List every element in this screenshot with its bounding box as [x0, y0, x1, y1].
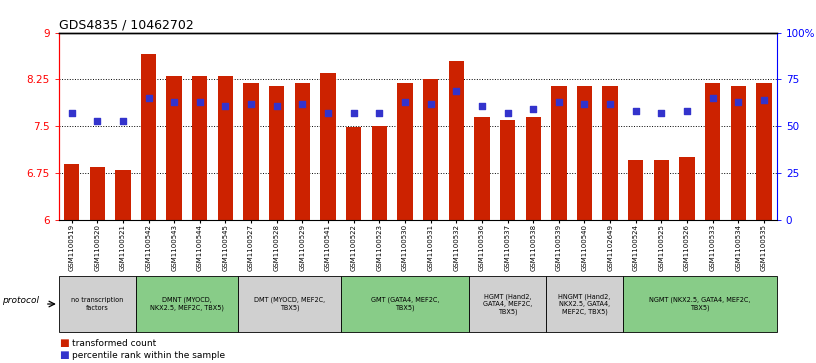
Point [373, 110, 386, 116]
Point [604, 101, 617, 107]
Bar [474, 117, 490, 220]
Bar [218, 76, 233, 220]
Point [245, 101, 258, 107]
Point [629, 108, 642, 114]
Point [681, 108, 694, 114]
Point [296, 101, 309, 107]
Point [398, 99, 411, 105]
Point [347, 110, 360, 116]
Text: HGMT (Hand2,
GATA4, MEF2C,
TBX5): HGMT (Hand2, GATA4, MEF2C, TBX5) [483, 293, 532, 315]
Text: GMT (GATA4, MEF2C,
TBX5): GMT (GATA4, MEF2C, TBX5) [370, 297, 439, 311]
Point [450, 88, 463, 94]
Bar [526, 117, 541, 220]
Bar [705, 82, 721, 220]
Point [65, 110, 78, 116]
Bar [166, 76, 182, 220]
Bar [654, 160, 669, 220]
Bar [680, 157, 694, 220]
Bar [628, 160, 644, 220]
Text: GDS4835 / 10462702: GDS4835 / 10462702 [59, 19, 193, 32]
Text: HNGMT (Hand2,
NKX2.5, GATA4,
MEF2C, TBX5): HNGMT (Hand2, NKX2.5, GATA4, MEF2C, TBX5… [558, 293, 610, 315]
Point [476, 103, 489, 109]
Text: DMT (MYOCD, MEF2C,
TBX5): DMT (MYOCD, MEF2C, TBX5) [254, 297, 325, 311]
Point [167, 99, 180, 105]
Text: protocol: protocol [2, 296, 38, 305]
Bar [397, 82, 413, 220]
Bar [500, 120, 515, 220]
Bar [192, 76, 207, 220]
Point [501, 110, 514, 116]
Point [526, 106, 539, 112]
Bar [371, 126, 387, 220]
Bar [64, 163, 79, 220]
Bar [551, 86, 566, 220]
Point [578, 101, 591, 107]
Text: percentile rank within the sample: percentile rank within the sample [72, 351, 225, 359]
Bar [141, 54, 156, 220]
Bar [449, 61, 464, 220]
Bar [756, 82, 772, 220]
Text: ■: ■ [59, 350, 69, 360]
Point [117, 118, 130, 123]
Bar [295, 82, 310, 220]
Bar [346, 127, 361, 220]
Bar [423, 79, 438, 220]
Bar [321, 73, 335, 220]
Point [706, 95, 719, 101]
Text: transformed count: transformed count [72, 339, 156, 347]
Point [424, 101, 437, 107]
Point [270, 103, 283, 109]
Bar [602, 86, 618, 220]
Bar [269, 86, 285, 220]
Bar [577, 86, 592, 220]
Point [219, 103, 232, 109]
Bar [243, 82, 259, 220]
Text: ■: ■ [59, 338, 69, 348]
Point [142, 95, 155, 101]
Point [193, 99, 206, 105]
Text: DMNT (MYOCD,
NKX2.5, MEF2C, TBX5): DMNT (MYOCD, NKX2.5, MEF2C, TBX5) [150, 297, 224, 311]
Point [322, 110, 335, 116]
Point [757, 97, 770, 103]
Point [732, 99, 745, 105]
Bar [115, 170, 131, 220]
Point [552, 99, 565, 105]
Point [91, 118, 104, 123]
Text: no transcription
factors: no transcription factors [71, 297, 123, 311]
Point [655, 110, 668, 116]
Bar [90, 167, 105, 220]
Bar [730, 86, 746, 220]
Text: NGMT (NKX2.5, GATA4, MEF2C,
TBX5): NGMT (NKX2.5, GATA4, MEF2C, TBX5) [650, 297, 751, 311]
